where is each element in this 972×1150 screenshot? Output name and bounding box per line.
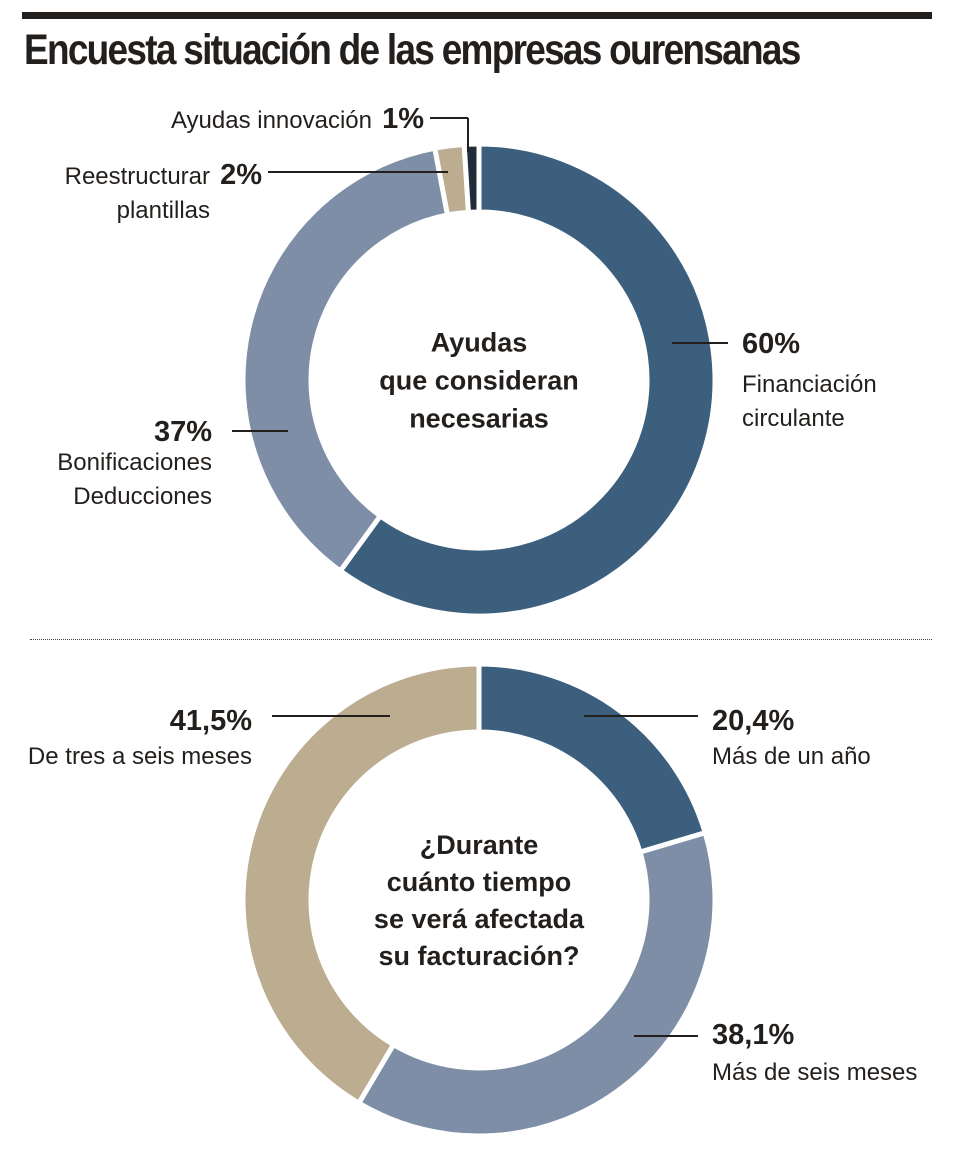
donut-1-center-label: su facturación? (378, 941, 579, 971)
top-rule (22, 12, 932, 19)
donut-1-slice-2 (240, 661, 482, 1107)
donut-0-center-label: Ayudas (431, 327, 528, 357)
donut-1-center-label: ¿Durante (420, 830, 539, 860)
donut-0-value-label: 37% (154, 416, 212, 448)
donut-1-category-label: De tres a seis meses (28, 743, 252, 770)
donut-0-slice-3 (461, 141, 482, 215)
donut-0-category-label: plantillas (117, 197, 210, 224)
donut-0-slice-1 (240, 145, 451, 575)
donut-0-value-label: 2% (220, 159, 262, 191)
donut-1-slice-1 (355, 829, 718, 1139)
donut-0-category-label: Financiación (742, 371, 877, 398)
donut-chart-duracion: ¿Durante cuánto tiempo se verá afectada su … (28, 661, 917, 1139)
donut-0-slice-0 (336, 141, 718, 619)
page-title: Encuesta situación de las empresas ouren… (24, 26, 801, 74)
donut-0-category-label: Ayudas innovación (171, 107, 372, 134)
donut-0-center-label: que consideran (379, 365, 579, 395)
donut-1-center-label: se verá afectada (374, 904, 585, 934)
donut-1-center-label: cuánto tiempo (387, 867, 572, 897)
donut-0-category-label: Reestructurar (65, 163, 210, 190)
donut-0-center-label: necesarias (409, 403, 549, 433)
donut-0-category-label: Deducciones (73, 483, 212, 510)
donut-1-value-label: 41,5% (170, 705, 252, 737)
donut-0-category-label: Bonificaciones (57, 449, 212, 476)
donut-0-value-label: 1% (382, 103, 424, 135)
donut-1-category-label: Más de seis meses (712, 1059, 917, 1086)
donut-1-value-label: 38,1% (712, 1019, 794, 1051)
donut-chart-ayudas: Ayudas que consideran necesarias 60% Financi… (57, 103, 877, 619)
donut-1-slice-0 (476, 661, 709, 856)
donut-0-category-label: circulante (742, 405, 845, 432)
donut-1-category-label: Más de un año (712, 743, 871, 770)
donut-1-value-label: 20,4% (712, 705, 794, 737)
section-divider (30, 639, 932, 640)
donut-0-value-label: 60% (742, 328, 800, 360)
